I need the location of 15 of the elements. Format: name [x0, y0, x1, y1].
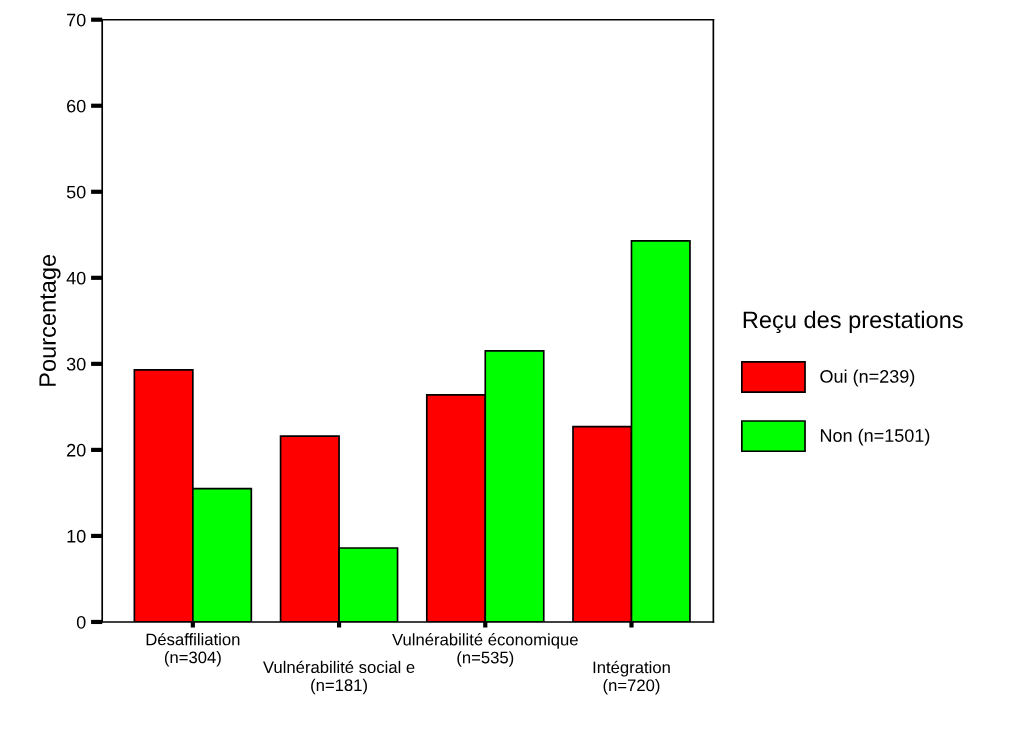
y-tick-label: 40 [66, 271, 86, 285]
y-tick-label: 20 [67, 443, 86, 457]
legend-label: Non (n=1501) [820, 428, 930, 446]
x-tick-label: Vulnérabilité social e (n=181) [263, 660, 415, 695]
y-tick-label: 50 [66, 185, 86, 199]
y-tick-label: 70 [67, 13, 86, 27]
x-tick-label: Intégration (n=720) [593, 660, 670, 695]
y-tick-label: 30 [66, 357, 86, 371]
y-tick-label: 0 [76, 615, 86, 629]
y-tick-label: 10 [67, 529, 86, 543]
legend-title: Reçu des prestations [743, 310, 963, 333]
legend-label: Oui (n=239) [820, 369, 915, 387]
x-tick-label: Désaffiliation (n=304) [146, 632, 240, 667]
y-tick-label: 60 [67, 99, 86, 113]
y-axis-title: Pourcentage [39, 254, 61, 386]
